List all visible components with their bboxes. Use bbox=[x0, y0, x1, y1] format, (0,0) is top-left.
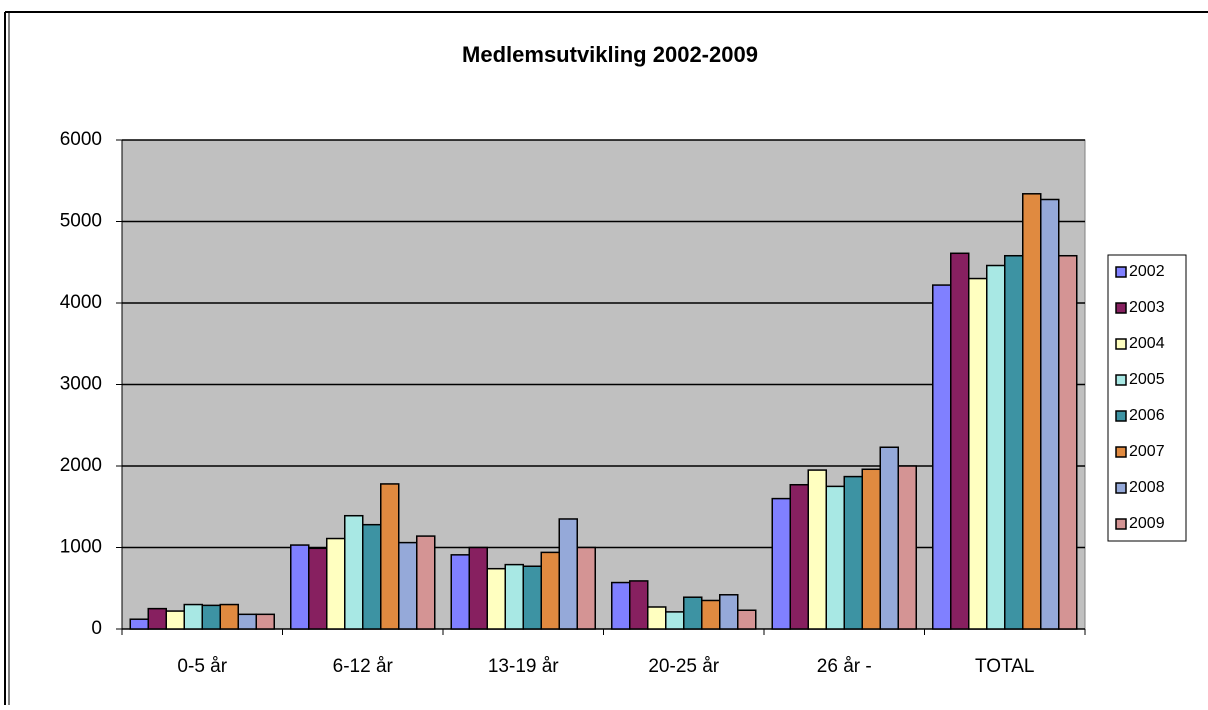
bar bbox=[683, 596, 703, 630]
bar bbox=[450, 554, 470, 630]
legend-swatch bbox=[1115, 410, 1127, 422]
bar bbox=[861, 468, 881, 630]
bar bbox=[807, 469, 827, 630]
legend-label: 2006 bbox=[1129, 407, 1165, 424]
bar bbox=[183, 603, 203, 630]
bar bbox=[558, 518, 578, 630]
legend-label: 2007 bbox=[1129, 443, 1165, 460]
y-tick-label: 4000 bbox=[60, 292, 102, 313]
y-tick-label: 5000 bbox=[60, 211, 102, 232]
bar bbox=[647, 606, 667, 630]
legend-swatch bbox=[1115, 446, 1127, 458]
bar bbox=[665, 611, 685, 630]
bar bbox=[771, 497, 791, 630]
y-tick-label: 2000 bbox=[60, 455, 102, 476]
bar bbox=[540, 551, 560, 630]
bar bbox=[1004, 254, 1024, 630]
legend-label: 2005 bbox=[1129, 371, 1165, 388]
bar bbox=[629, 580, 649, 630]
bar bbox=[165, 610, 185, 630]
bar bbox=[986, 264, 1006, 630]
bar bbox=[201, 604, 221, 630]
x-tick-label: 6-12 år bbox=[333, 656, 394, 677]
x-tick-label: TOTAL bbox=[975, 656, 1034, 677]
bar bbox=[879, 446, 899, 630]
x-tick-label: 20-25 år bbox=[648, 656, 719, 677]
bar bbox=[308, 547, 328, 630]
x-tick-label: 0-5 år bbox=[177, 656, 227, 677]
bar bbox=[1040, 198, 1060, 630]
y-tick-label: 3000 bbox=[60, 374, 102, 395]
legend-swatch bbox=[1115, 302, 1127, 314]
bar bbox=[468, 546, 488, 630]
bar bbox=[398, 541, 418, 630]
bar bbox=[219, 603, 239, 630]
bar bbox=[968, 277, 988, 630]
bar bbox=[486, 567, 506, 630]
bar bbox=[129, 618, 149, 630]
bar bbox=[611, 581, 631, 630]
legend-swatch bbox=[1115, 266, 1127, 278]
chart-title: Medlemsutvikling 2002-2009 bbox=[462, 42, 758, 67]
bar bbox=[576, 546, 596, 630]
bar bbox=[416, 535, 436, 630]
bar bbox=[255, 613, 275, 630]
bar bbox=[737, 609, 757, 630]
bar bbox=[326, 537, 346, 630]
y-tick-label: 0 bbox=[91, 618, 102, 639]
bar bbox=[362, 523, 382, 630]
bar bbox=[522, 565, 542, 630]
legend bbox=[1107, 254, 1187, 542]
bar bbox=[932, 284, 952, 630]
legend-swatch bbox=[1115, 482, 1127, 494]
bar bbox=[290, 544, 310, 630]
legend-label: 2002 bbox=[1129, 263, 1165, 280]
legend-swatch bbox=[1115, 338, 1127, 350]
y-tick-label: 1000 bbox=[60, 537, 102, 558]
x-tick-label: 13-19 år bbox=[488, 656, 559, 677]
y-tick-label: 6000 bbox=[60, 129, 102, 150]
bar bbox=[897, 465, 917, 630]
bar bbox=[237, 613, 257, 630]
legend-label: 2008 bbox=[1129, 479, 1165, 496]
legend-swatch bbox=[1115, 518, 1127, 530]
bar bbox=[344, 514, 364, 630]
bar bbox=[843, 475, 863, 630]
bar bbox=[825, 485, 845, 630]
legend-label: 2003 bbox=[1129, 299, 1165, 316]
bar bbox=[380, 483, 400, 630]
bar bbox=[147, 607, 167, 630]
x-tick-label: 26 år - bbox=[817, 656, 872, 677]
bar bbox=[719, 594, 739, 630]
legend-swatch bbox=[1115, 374, 1127, 386]
bar bbox=[1022, 193, 1042, 630]
legend-label: 2009 bbox=[1129, 515, 1165, 532]
bar bbox=[950, 252, 970, 630]
legend-label: 2004 bbox=[1129, 335, 1165, 352]
bar bbox=[504, 563, 524, 630]
bar bbox=[1058, 254, 1078, 630]
bar bbox=[701, 599, 721, 630]
bar bbox=[789, 483, 809, 630]
